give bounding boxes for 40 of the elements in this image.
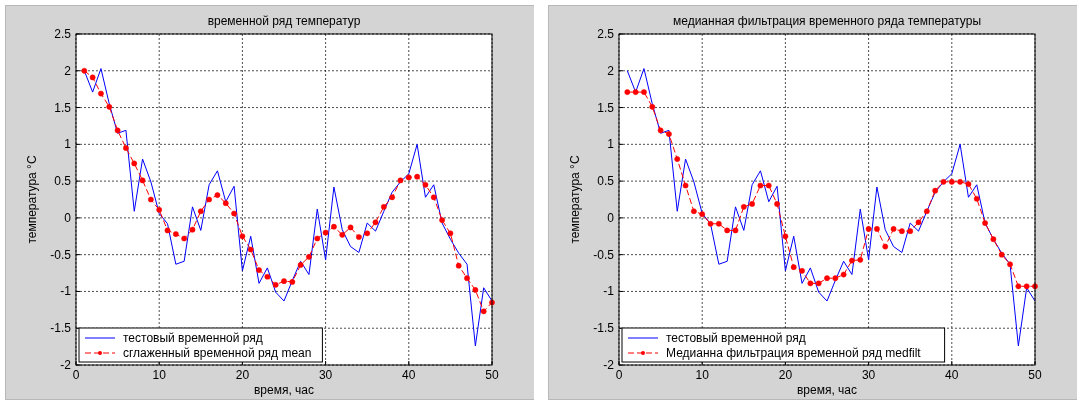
y-tick-label: 1 [64,137,72,152]
y-tick-label: 2 [607,63,615,78]
y-tick-label: 2 [64,63,72,78]
chart-title: медианная фильтрация временного ряда температуры [672,14,982,28]
legend-label: Медианна фильтрация временной ряд medfilt [666,346,922,360]
y-axis-title: температура °C [568,155,582,244]
x-tick-label: 10 [152,368,167,382]
y-tick-label: 1 [607,137,615,152]
x-tick-label: 20 [778,368,793,382]
y-tick-label: -2 [60,358,72,372]
x-tick-label: 10 [695,368,710,382]
x-tick-label: 50 [1028,368,1042,382]
x-axis-title: время, час [796,383,858,397]
y-axis-title: температура °C [25,155,39,244]
legend-label: тестовый временной ряд [666,331,806,345]
x-tick-label: 50 [485,368,499,382]
chart-title: временной ряд температур [207,14,361,28]
x-axis-title: время, час [253,383,315,397]
y-tick-label: 0.5 [597,174,615,189]
y-tick-label: -0.5 [50,247,72,262]
y-tick-label: -1.5 [50,321,72,336]
x-tick-label: 20 [235,368,250,382]
y-tick-label: 2.5 [54,27,72,41]
y-tick-label: 1.5 [54,100,72,115]
y-tick-label: 0.5 [54,174,72,189]
y-tick-label: -1 [60,284,72,299]
y-tick-label: -0.5 [593,247,615,262]
y-tick-label: 0 [607,210,615,225]
y-tick-label: 1.5 [597,100,615,115]
y-tick-label: 0 [64,210,72,225]
x-tick-label: 40 [402,368,416,382]
y-tick-label: -1.5 [593,321,615,336]
x-tick-label: 30 [861,368,876,382]
x-tick-label: 40 [945,368,959,382]
y-tick-label: -2 [603,358,615,372]
legend-label: тестовый временной ряд [123,331,263,345]
y-tick-label: 2.5 [597,27,615,41]
y-tick-label: -1 [603,284,615,299]
legend-label: сглаженный временной ряд mean [123,346,312,360]
x-tick-label: 30 [318,368,333,382]
